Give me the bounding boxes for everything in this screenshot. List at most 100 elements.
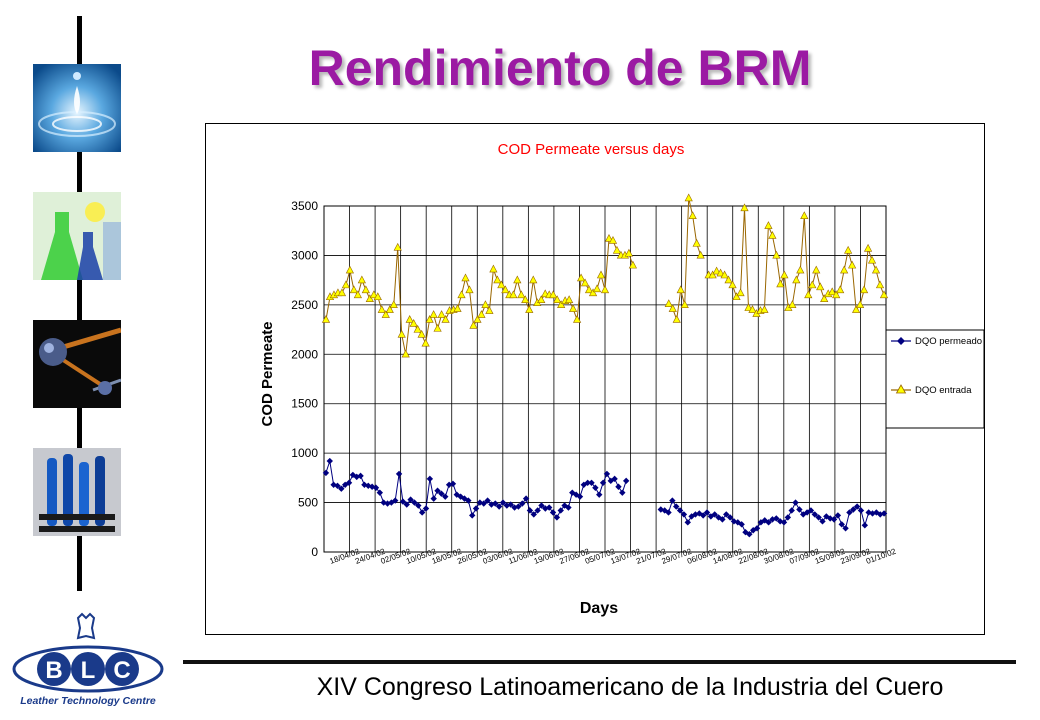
data-point xyxy=(499,499,507,506)
data-point xyxy=(716,268,725,277)
data-point xyxy=(703,509,711,516)
data-point xyxy=(322,469,330,477)
data-point xyxy=(569,304,578,312)
y-tick-label: 1500 xyxy=(291,397,318,411)
data-point xyxy=(438,490,445,497)
data-point xyxy=(788,507,795,514)
flask-image xyxy=(33,192,121,280)
data-point xyxy=(509,290,518,299)
data-point xyxy=(411,499,418,506)
y-tick-label: 500 xyxy=(298,496,318,510)
data-point xyxy=(696,250,705,259)
data-point xyxy=(600,285,610,294)
data-point xyxy=(557,300,566,308)
data-point xyxy=(573,315,582,323)
data-point xyxy=(820,294,829,303)
data-point xyxy=(792,275,801,284)
data-point xyxy=(588,288,598,297)
data-point xyxy=(392,497,399,504)
data-point xyxy=(468,512,476,519)
data-point xyxy=(834,512,842,519)
hide-icon xyxy=(76,612,96,640)
data-point xyxy=(415,502,422,509)
data-point xyxy=(784,514,792,521)
data-point xyxy=(848,260,857,269)
data-point xyxy=(453,304,462,312)
data-point xyxy=(869,510,876,517)
data-point xyxy=(389,300,398,308)
data-point xyxy=(871,265,881,274)
footer-rule xyxy=(183,660,1016,664)
data-point xyxy=(688,211,697,219)
data-point xyxy=(433,323,442,332)
data-point xyxy=(773,515,780,522)
data-point xyxy=(665,509,672,516)
data-point xyxy=(668,304,677,312)
data-point xyxy=(748,305,757,313)
logo-letter-l: L xyxy=(81,657,96,684)
data-point xyxy=(425,315,434,323)
data-point xyxy=(553,514,561,521)
data-point xyxy=(405,315,414,323)
data-point xyxy=(430,495,437,502)
data-point xyxy=(746,531,753,538)
data-point xyxy=(828,287,837,296)
legend-entrada-label: DQO entrada xyxy=(915,385,972,396)
data-point xyxy=(501,285,510,294)
data-point xyxy=(757,519,765,526)
data-point xyxy=(345,265,355,274)
data-point xyxy=(465,497,472,504)
data-point xyxy=(373,292,382,301)
y-axis-label: COD Permeate xyxy=(259,321,276,426)
data-point xyxy=(369,290,378,299)
data-point xyxy=(804,290,813,299)
data-point xyxy=(815,514,822,521)
data-point xyxy=(434,487,441,494)
logo-letter-b: B xyxy=(45,657,62,684)
data-point xyxy=(341,280,351,289)
data-point xyxy=(521,295,530,304)
data-point xyxy=(808,280,817,289)
data-point xyxy=(525,305,534,313)
data-point xyxy=(604,233,614,242)
data-point xyxy=(696,510,703,517)
data-point xyxy=(421,338,430,347)
data-point xyxy=(345,479,353,486)
data-point xyxy=(816,282,825,291)
data-point xyxy=(760,305,769,313)
series-1 xyxy=(321,193,889,358)
data-point xyxy=(584,479,591,486)
data-point xyxy=(353,290,362,299)
data-point xyxy=(812,265,821,274)
data-point xyxy=(338,485,345,492)
data-point xyxy=(357,472,364,480)
data-point xyxy=(495,503,503,510)
data-point xyxy=(855,300,865,308)
data-point xyxy=(863,243,873,252)
data-point xyxy=(403,501,410,508)
data-point xyxy=(349,471,357,479)
data-point xyxy=(736,288,745,297)
data-point xyxy=(596,491,603,498)
data-point xyxy=(437,310,446,318)
data-point xyxy=(465,285,474,294)
data-point xyxy=(879,290,889,299)
data-point xyxy=(393,242,402,251)
data-point xyxy=(401,349,410,358)
data-point xyxy=(664,299,673,307)
data-point xyxy=(326,457,333,465)
data-point xyxy=(584,285,594,294)
data-point xyxy=(417,329,426,338)
data-point xyxy=(441,315,450,323)
data-point xyxy=(611,475,618,483)
data-point xyxy=(842,525,849,532)
data-point xyxy=(807,507,815,514)
data-point xyxy=(844,245,853,254)
data-point xyxy=(672,315,681,323)
data-point xyxy=(788,300,797,308)
data-point xyxy=(376,489,384,496)
data-point xyxy=(738,521,745,528)
data-point xyxy=(519,500,526,507)
test-tubes-image xyxy=(33,448,121,536)
data-point xyxy=(330,481,337,488)
